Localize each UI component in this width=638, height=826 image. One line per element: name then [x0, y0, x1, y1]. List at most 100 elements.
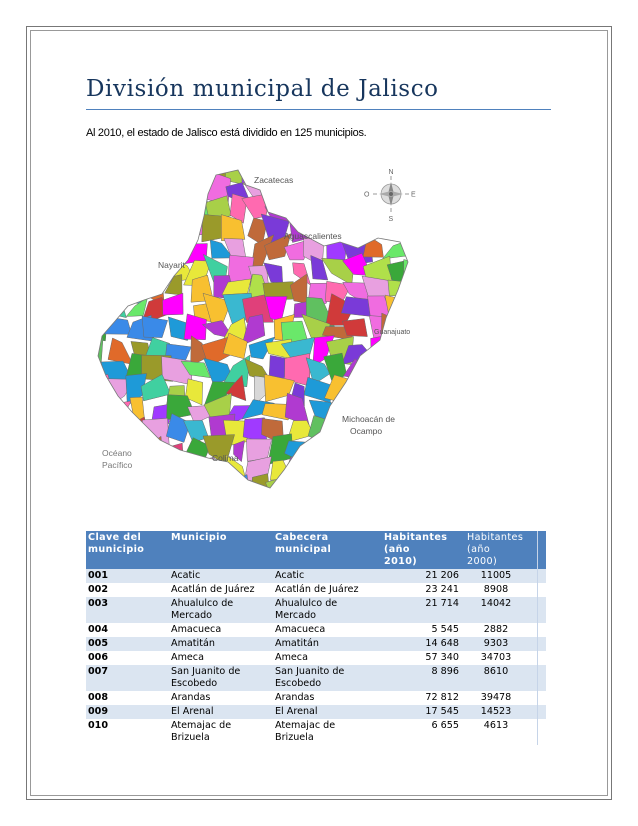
- municipality-region: [381, 237, 408, 260]
- municipality-region: [128, 192, 150, 227]
- municipality-region: [403, 215, 408, 242]
- cell-municipio: El Arenal: [169, 705, 273, 719]
- municipality-region: [140, 460, 173, 487]
- cell-hab2000: 4613: [465, 719, 527, 745]
- municipality-region: [124, 216, 154, 247]
- table-row: 002 Acatlán de Juárez Acatlán de Juárez 23 …: [86, 583, 546, 597]
- cell-spacer: [537, 705, 546, 719]
- cell-hab2010: 72 812: [382, 691, 465, 705]
- municipality-region: [349, 456, 376, 485]
- cell-hab2000: 11005: [465, 569, 527, 583]
- municipality-region: [161, 196, 182, 218]
- municipality-region: [325, 179, 351, 202]
- municipality-region: [411, 317, 428, 339]
- cell-municipio: Amatitán: [169, 637, 273, 651]
- header-clave: Clave del municipio: [86, 531, 169, 569]
- cell-spacer: [527, 691, 538, 705]
- municipality-region: [409, 334, 428, 366]
- table-row: 003 Ahualulco de Mercado Ahualulco de Mercad…: [86, 597, 546, 623]
- cell-hab2010: 21 714: [382, 597, 465, 623]
- cell-clave: 004: [86, 623, 169, 637]
- cell-municipio: San Juanito de Escobedo: [169, 665, 273, 691]
- cell-hab2000: 14523: [465, 705, 527, 719]
- compass-n: N: [389, 169, 394, 176]
- municipality-region: [369, 440, 391, 463]
- cell-hab2010: 57 340: [382, 651, 465, 665]
- municipality-region: [242, 294, 274, 323]
- municipality-region: [264, 233, 292, 261]
- municipality-region: [388, 459, 408, 478]
- table-row: 009 El Arenal El Arenal 17 545 14523: [86, 705, 546, 719]
- municipality-region: [284, 440, 309, 465]
- header-spacer: [527, 531, 538, 569]
- municipios-table: Clave del municipio Municipio Cabecera mun…: [86, 531, 546, 745]
- municipality-region: [402, 438, 408, 465]
- municipality-region: [183, 313, 207, 340]
- municipality-region: [124, 170, 144, 186]
- label-michoacan-2: Ocampo: [350, 426, 382, 436]
- table-row: 005 Amatitán Amatitán 14 648 9303: [86, 637, 546, 651]
- label-guanajuato: Guanajuato: [374, 329, 410, 336]
- municipality-region: [185, 174, 208, 200]
- cell-cabecera: Amatitán: [273, 637, 382, 651]
- municipality-region: [332, 462, 349, 481]
- cell-cabecera: Amacueca: [273, 623, 382, 637]
- cell-hab2000: 8908: [465, 583, 527, 597]
- cell-spacer: [527, 583, 538, 597]
- table-body: 001 Acatic Acatic 21 206 11005 002 Acatlán de …: [86, 569, 546, 745]
- municipality-region: [361, 170, 384, 182]
- municipality-region: [102, 277, 132, 300]
- header-hab2010: Habitantes (año 2010): [382, 531, 465, 569]
- cell-spacer: [527, 569, 538, 583]
- cell-municipio: Amacueca: [169, 623, 273, 637]
- compass-s: S: [389, 216, 394, 223]
- cell-spacer: [527, 623, 538, 637]
- municipality-region: [183, 480, 205, 488]
- municipality-region: [102, 317, 132, 335]
- municipality-region: [304, 452, 323, 477]
- cell-cabecera: Arandas: [273, 691, 382, 705]
- municipality-region: [404, 417, 408, 446]
- cell-spacer: [527, 665, 538, 691]
- municipality-region: [105, 414, 132, 446]
- municipality-region: [323, 481, 355, 488]
- municipality-region: [369, 475, 386, 488]
- municipality-region: [112, 203, 135, 227]
- cell-cabecera: Acatlán de Juárez: [273, 583, 382, 597]
- header-cabecera: Cabecera municipal: [273, 531, 382, 569]
- compass-rose-icon: N S E O: [364, 169, 416, 223]
- cell-hab2000: 8610: [465, 665, 527, 691]
- municipality-region: [406, 394, 408, 419]
- municipality-region: [162, 176, 194, 205]
- municipality-region: [251, 473, 271, 488]
- municipality-region: [385, 353, 408, 385]
- cell-clave: 009: [86, 705, 169, 719]
- page-border-outer: [26, 26, 612, 800]
- cell-clave: 008: [86, 691, 169, 705]
- label-colima: Colima: [212, 453, 239, 463]
- cell-municipio: Acatic: [169, 569, 273, 583]
- cell-hab2000: 34703: [465, 651, 527, 665]
- municipality-region: [147, 214, 172, 244]
- municipality-region: [346, 444, 369, 462]
- municipality-region: [310, 439, 330, 460]
- cell-clave: 005: [86, 637, 169, 651]
- cell-clave: 010: [86, 719, 169, 745]
- municipality-region: [109, 177, 132, 203]
- municipality-region: [105, 234, 134, 264]
- cell-hab2010: 5 545: [382, 623, 465, 637]
- cell-clave: 001: [86, 569, 169, 583]
- municipality-region: [98, 221, 115, 240]
- municipality-region: [141, 315, 168, 338]
- municipality-region: [300, 170, 328, 184]
- cell-spacer: [527, 651, 538, 665]
- cell-hab2010: 6 655: [382, 719, 465, 745]
- municipality-region: [406, 170, 408, 183]
- cell-hab2010: 17 545: [382, 705, 465, 719]
- cell-hab2000: 9303: [465, 637, 527, 651]
- cell-spacer: [537, 719, 546, 745]
- page-title: División municipal de Jalisco: [86, 76, 439, 102]
- table-row: 006 Ameca Ameca 57 340 34703: [86, 651, 546, 665]
- municipality-region: [164, 234, 190, 263]
- municipality-region: [309, 197, 332, 221]
